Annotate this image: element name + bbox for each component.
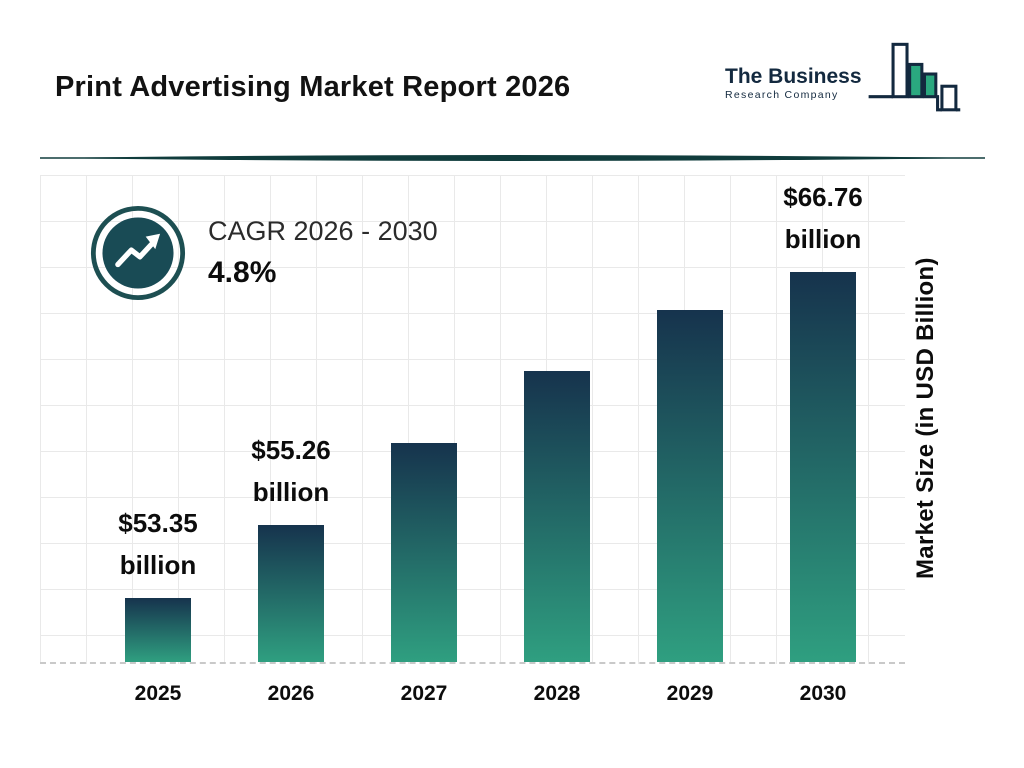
cagr-value: 4.8%: [208, 256, 277, 289]
bar-2026: [258, 525, 324, 662]
page-title: Print Advertising Market Report 2026: [55, 71, 571, 104]
x-axis-label-2029: 2029: [666, 682, 714, 705]
cagr-trend-icon: [90, 205, 186, 301]
x-axis-label-2026: 2026: [267, 682, 315, 705]
logo-subname: Research Company: [725, 89, 839, 101]
x-axis-label-2028: 2028: [533, 682, 581, 705]
cagr-label: CAGR 2026 - 2030: [208, 216, 438, 246]
bar-2030: [790, 272, 856, 662]
x-axis-label-2030: 2030: [799, 682, 847, 705]
logo-name: The Business: [725, 65, 862, 88]
cagr-text: CAGR 2026 - 2030 4.8%: [208, 216, 438, 290]
bar-chart: CAGR 2026 - 2030 4.8% $53.35 billion $55.2…: [40, 175, 905, 664]
divider-line: [40, 155, 985, 161]
x-axis-labels: 2025 2026 2027 2028 2029 2030: [40, 682, 905, 712]
logo-bar-chart-icon: [868, 42, 960, 112]
x-axis-label-2025: 2025: [134, 682, 182, 705]
x-axis-label-2027: 2027: [400, 682, 448, 705]
bar-value-label-2026: $55.26 billion: [251, 435, 331, 507]
bar-2027: [391, 443, 457, 662]
company-logo-text: The Business Research Company: [725, 65, 862, 102]
bar-2028: [524, 371, 590, 662]
bar-value-label-2025: $53.35 billion: [118, 508, 198, 580]
cagr-callout: CAGR 2026 - 2030 4.8%: [90, 205, 438, 301]
bar-2025: [125, 598, 191, 662]
bar-value-label-2030: $66.76 billion: [783, 182, 863, 254]
company-logo: The Business Research Company: [725, 40, 965, 122]
y-axis-label: Market Size (in USD Billion): [912, 257, 939, 580]
bar-2029: [657, 310, 723, 662]
